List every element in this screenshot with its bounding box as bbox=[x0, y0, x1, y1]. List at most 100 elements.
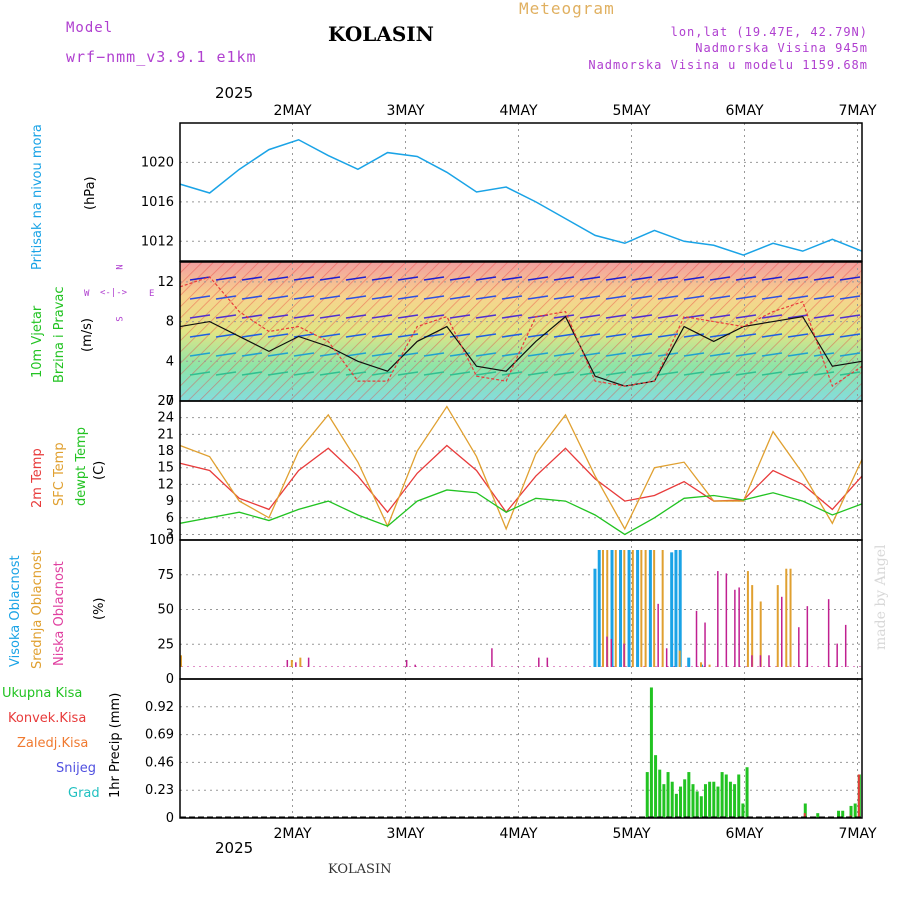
wind-barb bbox=[293, 295, 315, 300]
wind-barb bbox=[345, 314, 367, 319]
cloud-tick-label: 50 bbox=[157, 603, 174, 618]
wind-barb bbox=[501, 333, 523, 338]
temp-sfc-line bbox=[179, 405, 863, 531]
wind-barb bbox=[371, 333, 393, 338]
wind-barb bbox=[605, 352, 627, 357]
cloud-high-bar bbox=[597, 550, 601, 667]
wind-barb bbox=[709, 276, 731, 281]
wind-barb bbox=[241, 352, 263, 357]
date-tick-top: 6MAY bbox=[725, 103, 763, 119]
wind-tick-label: 8 bbox=[166, 315, 174, 330]
wind-barb bbox=[657, 276, 679, 281]
cloud-tick-label: 75 bbox=[157, 568, 174, 583]
wind-barb bbox=[319, 371, 341, 376]
wind-barb bbox=[345, 371, 367, 376]
wind-barb bbox=[553, 371, 575, 376]
cloud-low-bar bbox=[768, 655, 770, 667]
precip-total-bar bbox=[654, 755, 658, 818]
cloud-mid-bar bbox=[746, 571, 749, 667]
cloud-low-bar bbox=[734, 589, 736, 667]
date-tick-top: 4MAY bbox=[499, 103, 537, 119]
wind-barb bbox=[267, 352, 289, 357]
wind-barb bbox=[813, 276, 835, 281]
cloud-low-bar bbox=[295, 662, 297, 667]
wind-barb bbox=[215, 276, 237, 281]
precip-total-bar bbox=[695, 791, 699, 818]
wind-barb bbox=[345, 352, 367, 357]
precip-legend-konvek: Konvek.Kisa bbox=[8, 711, 87, 726]
cloud-high-bar bbox=[627, 550, 631, 667]
wind-barb bbox=[319, 276, 341, 281]
wind-hatch bbox=[180, 262, 862, 401]
wind-barb bbox=[449, 295, 471, 300]
cloud-low-bar bbox=[836, 643, 838, 667]
pressure-tick-label: 1020 bbox=[141, 155, 174, 170]
cloud-low-bar bbox=[491, 648, 493, 667]
wind-barb bbox=[657, 371, 679, 376]
wind-barb bbox=[683, 295, 705, 300]
cloud-mid-bar bbox=[776, 585, 779, 667]
date-tick-bottom: 4MAY bbox=[499, 826, 537, 842]
cloud-mid-bar bbox=[785, 568, 788, 667]
precip-total-bar bbox=[687, 772, 691, 818]
compass-e: E bbox=[149, 289, 155, 299]
wind-barb bbox=[761, 371, 783, 376]
wind-barb bbox=[657, 333, 679, 338]
date-tick-top: 3MAY bbox=[386, 103, 424, 119]
wind-barb bbox=[241, 314, 263, 319]
wind-barb bbox=[631, 333, 653, 338]
wind-compass: N S W E <-|-> bbox=[82, 262, 155, 328]
cloud-low-bar bbox=[610, 638, 613, 667]
cloud-mid-bar bbox=[700, 662, 703, 667]
wind-barb bbox=[839, 314, 861, 319]
wind-barb bbox=[345, 276, 367, 281]
cloud-low-bar bbox=[623, 643, 625, 667]
wind-barb bbox=[397, 314, 419, 319]
cloud-tick-label: 100 bbox=[149, 533, 174, 548]
wind-barb bbox=[215, 314, 237, 319]
wind-barb bbox=[761, 333, 783, 338]
wind-gust-line bbox=[179, 276, 863, 388]
wind-barb bbox=[345, 333, 367, 338]
date-tick-top: 5MAY bbox=[612, 103, 650, 119]
precip-total-bar bbox=[679, 786, 683, 818]
wind-barb bbox=[475, 276, 497, 281]
cloud-low-bar bbox=[751, 655, 753, 667]
precip-total-bar bbox=[683, 779, 687, 818]
cloud-low-bar bbox=[738, 587, 740, 667]
cloud-mid-bar bbox=[180, 655, 182, 667]
precip-total-bar bbox=[670, 781, 674, 818]
wind-barb bbox=[345, 295, 367, 300]
station-title: KOLASIN bbox=[328, 22, 434, 46]
precip-total-bar bbox=[720, 772, 724, 818]
temp-tick-label: 21 bbox=[157, 427, 174, 442]
cloud-mid-bar bbox=[661, 550, 664, 667]
cloud-low-bar bbox=[546, 657, 549, 667]
wind-barb bbox=[397, 276, 419, 281]
panel-frame bbox=[179, 678, 863, 819]
wind-barb bbox=[839, 352, 861, 357]
wind-barb bbox=[709, 314, 731, 319]
wind-barb bbox=[527, 276, 549, 281]
cloud-high-bar bbox=[674, 550, 678, 667]
wind-barb bbox=[475, 333, 497, 338]
date-tick-top: 7MAY bbox=[838, 103, 876, 119]
wind-barb bbox=[657, 352, 679, 357]
wind-barb bbox=[241, 276, 263, 281]
cloud-mid-bar bbox=[751, 585, 754, 667]
cloud-low-bar bbox=[657, 603, 659, 667]
wind-barb bbox=[579, 276, 601, 281]
wind-barb bbox=[735, 371, 757, 376]
wind-barb bbox=[813, 295, 835, 300]
wind-barb bbox=[475, 314, 497, 319]
lonlat-label: lon,lat (19.47E, 42.79N) bbox=[670, 25, 868, 39]
wind-barb bbox=[579, 333, 601, 338]
wind-barb bbox=[267, 314, 289, 319]
cloud-low-bar bbox=[307, 657, 310, 667]
wind-barb bbox=[189, 295, 211, 300]
precip-total-bar bbox=[691, 784, 695, 818]
wind-barb bbox=[449, 371, 471, 376]
precip-total-bar bbox=[666, 772, 670, 818]
cloud-mid-bar bbox=[708, 664, 711, 667]
cloud-mid-bar bbox=[601, 550, 604, 667]
